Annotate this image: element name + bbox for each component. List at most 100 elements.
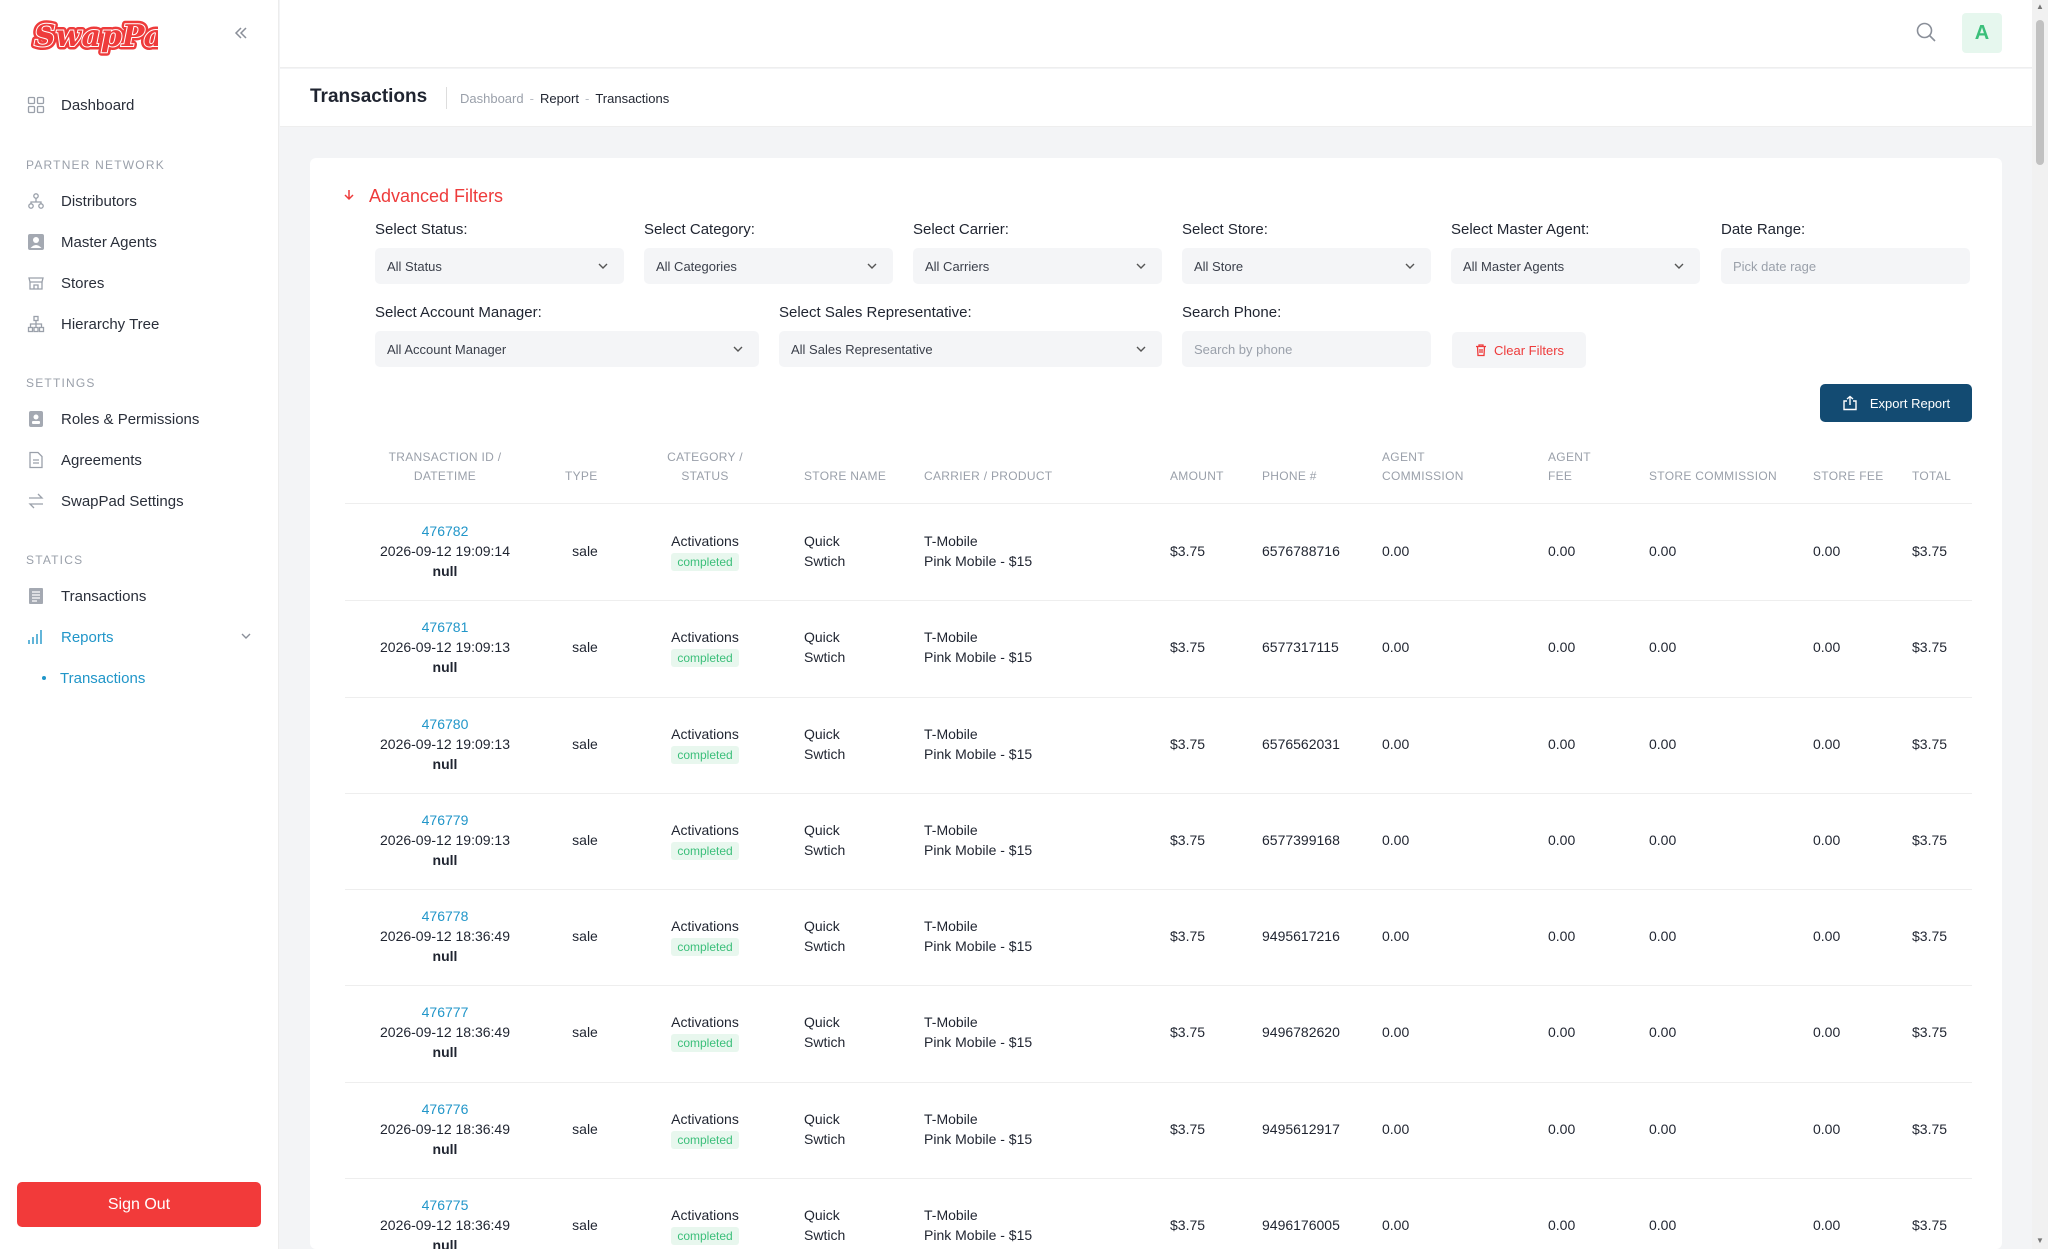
nav-swappad-settings[interactable]: SwapPad Settings [26,485,184,517]
chevron-down-icon [1136,346,1146,352]
agent-commission-cell: 0.00 [1382,928,1410,945]
nav-agreements[interactable]: Agreements [26,444,142,476]
table-row[interactable]: 476780 2026-09-12 19:09:13 null sale Activat… [345,698,1972,794]
nav-reports-transactions[interactable]: Transactions [42,668,145,688]
date-range-input[interactable] [1721,248,1970,284]
nav-distributors[interactable]: Distributors [26,185,137,217]
svg-text:SwapPad: SwapPad [34,19,158,54]
transaction-id-link[interactable]: 476778 [421,908,469,925]
agent-commission-cell: 0.00 [1382,831,1410,848]
nav-roles-permissions[interactable]: Roles & Permissions [26,403,199,435]
search-icon[interactable] [1914,20,1940,46]
status-select[interactable]: All Status [375,248,624,284]
sign-out-button[interactable]: Sign Out [17,1182,261,1227]
total-cell: $3.75 [1912,1217,1948,1234]
nav-reports[interactable]: Reports [26,621,114,653]
store-name-cell: Quick Swtich [804,916,845,956]
nav-dashboard[interactable]: Dashboard [26,89,134,121]
header-store-commission[interactable]: STORE COMMISSION [1649,469,1777,483]
collapse-sidebar-icon[interactable] [230,22,252,44]
store-name-cell: Quick Swtich [804,627,845,667]
transaction-id-link[interactable]: 476782 [421,523,469,539]
table-row[interactable]: 476778 2026-09-12 18:36:49 null sale Activat… [345,890,1972,987]
transaction-id-link[interactable]: 476779 [421,811,469,828]
header-store-fee[interactable]: STORE FEE [1813,469,1884,483]
breadcrumb-report[interactable]: Report [539,91,579,106]
header-store-name[interactable]: STORE NAME [804,469,887,483]
table-row[interactable]: 476776 2026-09-12 18:36:49 null sale Activat… [345,1083,1972,1180]
table-row[interactable]: 476781 2026-09-12 19:09:13 null sale Activat… [345,601,1972,698]
master-agent-select[interactable]: All Master Agents [1451,248,1700,284]
transaction-id-link[interactable]: 476781 [421,619,469,636]
store-label: Select Store: [1182,221,1268,238]
store-select[interactable]: All Store [1182,248,1431,284]
carrier-select-value: All Carriers [925,258,990,274]
scrollbar-thumb[interactable] [2036,20,2044,165]
breadcrumb-transactions: Transactions [595,91,670,106]
clear-filters-button[interactable]: Clear Filters [1452,332,1586,368]
agent-commission-cell: 0.00 [1382,543,1410,559]
category-select[interactable]: All Categories [644,248,893,284]
divider [446,87,447,109]
carrier-product-cell: T-Mobile Pink Mobile - $15 [924,724,1032,764]
transaction-id-link[interactable]: 476776 [421,1100,469,1117]
nav-distributors-label: Distributors [61,192,137,210]
table-row[interactable]: 476782 2026-09-12 19:09:14 null sale Activat… [345,505,1972,602]
header-agent-fee[interactable]: AGENT FEE [1548,448,1591,486]
header-type[interactable]: TYPE [565,469,598,483]
nav-reports-label: Reports [61,628,114,646]
store-commission-cell: 0.00 [1649,1217,1677,1234]
advanced-filters-toggle[interactable]: Advanced Filters [343,186,503,207]
scroll-up-arrow-icon[interactable]: ▲ [2036,2,2044,11]
nav-transactions[interactable]: Transactions [26,580,146,612]
carrier-product-cell: T-Mobile Pink Mobile - $15 [924,627,1032,667]
store-commission-cell: 0.00 [1649,543,1677,559]
nav-reports-transactions-label: Transactions [60,669,146,687]
agent-fee-cell: 0.00 [1548,1120,1576,1137]
chevron-down-icon[interactable] [238,628,254,644]
transaction-id-link[interactable]: 476780 [421,715,469,732]
nav-hierarchy-tree[interactable]: Hierarchy Tree [26,308,159,340]
status-badge: completed [671,745,739,764]
transaction-id-link[interactable]: 476777 [421,1004,469,1021]
category-select-value: All Categories [656,258,737,274]
store-name-line2: Swtich [804,938,846,955]
nav-dashboard-label: Dashboard [61,96,135,114]
header-category-status[interactable]: CATEGORY / STATUS [645,448,765,486]
amount-cell: $3.75 [1170,543,1206,559]
header-carrier-product[interactable]: CARRIER / PRODUCT [924,469,1053,483]
avatar[interactable]: A [1962,13,2002,53]
scroll-down-arrow-icon[interactable]: ▼ [2036,1236,2044,1245]
agent-commission-cell: 0.00 [1382,735,1410,752]
account-manager-select[interactable]: All Account Manager [375,331,759,367]
carrier-select[interactable]: All Carriers [913,248,1162,284]
table-row[interactable]: 476779 2026-09-12 19:09:13 null sale Activat… [345,794,1972,891]
store-name-line1: Quick [804,821,840,838]
swappad-logo[interactable]: SwapPad SwapPad SwapPad [30,10,159,60]
header-agent-fee-line2: FEE [1548,469,1573,483]
table-row[interactable]: 476775 2026-09-12 18:36:49 null sale Activat… [345,1179,1972,1249]
phone-search-input[interactable] [1182,331,1431,367]
product-text: Pink Mobile - $15 [924,841,1033,858]
transaction-id-link[interactable]: 476775 [421,1197,469,1214]
export-report-button[interactable]: Export Report [1820,384,1972,422]
nav-stores[interactable]: Stores [26,267,104,299]
header-agent-commission[interactable]: AGENT COMMISSION [1382,448,1464,486]
page-title: Transactions [310,86,428,107]
header-amount[interactable]: AMOUNT [1170,469,1224,483]
header-transaction-id[interactable]: TRANSACTION ID / DATETIME [345,448,545,486]
table-row[interactable]: 476777 2026-09-12 18:36:49 null sale Activat… [345,986,1972,1083]
nav-master-agents[interactable]: Master Agents [26,226,157,258]
transaction-extra: null [432,851,458,868]
store-select-value: All Store [1194,258,1244,274]
page-scrollbar[interactable]: ▲ ▼ [2032,0,2048,1249]
category-text: Activations [671,1207,739,1224]
breadcrumb-dashboard[interactable]: Dashboard [460,91,524,106]
sales-rep-select[interactable]: All Sales Representative [779,331,1162,367]
header-phone[interactable]: PHONE # [1262,469,1317,483]
account-manager-label: Select Account Manager: [375,304,542,321]
header-total[interactable]: TOTAL [1912,469,1952,483]
store-fee-cell: 0.00 [1813,735,1841,752]
carrier-text: T-Mobile [924,821,978,838]
amount-cell: $3.75 [1170,1217,1206,1234]
